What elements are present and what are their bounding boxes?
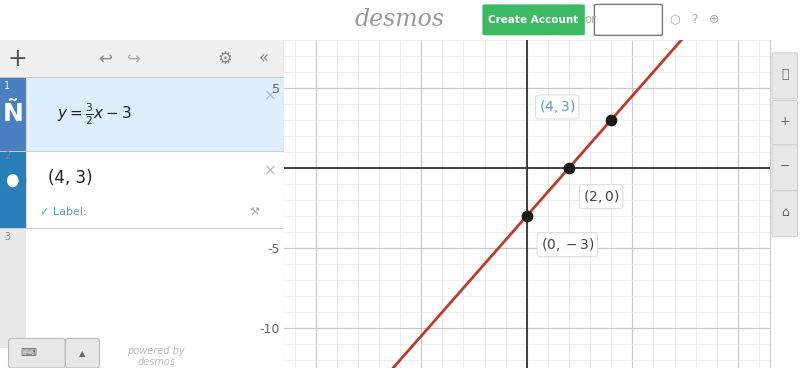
Bar xyxy=(26,78,284,151)
Text: Ñ: Ñ xyxy=(2,102,23,127)
Text: 2: 2 xyxy=(4,151,10,161)
FancyBboxPatch shape xyxy=(772,100,798,146)
Point xyxy=(520,213,533,219)
Text: ⚒: ⚒ xyxy=(250,206,260,216)
Text: −: − xyxy=(779,160,790,173)
FancyBboxPatch shape xyxy=(772,145,798,191)
Text: $(0, -3)$: $(0, -3)$ xyxy=(541,236,594,253)
Text: Create Account: Create Account xyxy=(489,15,578,25)
FancyBboxPatch shape xyxy=(9,339,66,368)
Bar xyxy=(0,78,26,151)
Circle shape xyxy=(8,175,18,187)
Bar xyxy=(0,151,26,229)
Text: 1: 1 xyxy=(4,81,10,91)
Text: powered by
desmos: powered by desmos xyxy=(127,346,185,367)
Text: +: + xyxy=(779,115,790,128)
Text: desmos: desmos xyxy=(355,8,445,31)
Text: ⚙: ⚙ xyxy=(217,50,232,68)
Bar xyxy=(26,151,284,229)
Text: or: or xyxy=(584,13,597,26)
Point xyxy=(562,165,575,171)
Text: ⌂: ⌂ xyxy=(781,206,789,219)
Text: (4, 3): (4, 3) xyxy=(48,169,93,187)
Text: $(2, 0)$: $(2, 0)$ xyxy=(583,188,619,205)
Text: ⊕: ⊕ xyxy=(709,13,720,26)
Point xyxy=(605,117,618,123)
Text: Untitled Graph: Untitled Graph xyxy=(38,13,141,27)
Text: 🔧: 🔧 xyxy=(781,68,789,81)
Text: $y = \frac{3}{2}x - 3$: $y = \frac{3}{2}x - 3$ xyxy=(57,102,132,127)
FancyBboxPatch shape xyxy=(772,53,798,99)
Text: 3: 3 xyxy=(4,233,10,243)
Circle shape xyxy=(0,166,26,195)
FancyBboxPatch shape xyxy=(482,4,585,35)
Text: Sign In: Sign In xyxy=(610,15,646,25)
FancyBboxPatch shape xyxy=(66,339,99,368)
Text: ▲: ▲ xyxy=(79,349,86,358)
Text: +: + xyxy=(7,47,27,71)
FancyBboxPatch shape xyxy=(772,191,798,237)
Bar xyxy=(0,229,26,348)
Text: ×: × xyxy=(264,88,277,103)
Text: ⬡: ⬡ xyxy=(669,13,680,26)
Text: ×: × xyxy=(264,163,277,178)
Text: $(4, 3)$: $(4, 3)$ xyxy=(539,99,575,116)
Bar xyxy=(0,40,284,78)
Text: ✓ Label:: ✓ Label: xyxy=(40,206,86,216)
Text: ↪: ↪ xyxy=(126,50,141,68)
Text: ↩: ↩ xyxy=(98,50,112,68)
Text: ?: ? xyxy=(691,13,698,26)
Text: ⌨: ⌨ xyxy=(21,348,37,358)
Text: «: « xyxy=(259,50,269,68)
